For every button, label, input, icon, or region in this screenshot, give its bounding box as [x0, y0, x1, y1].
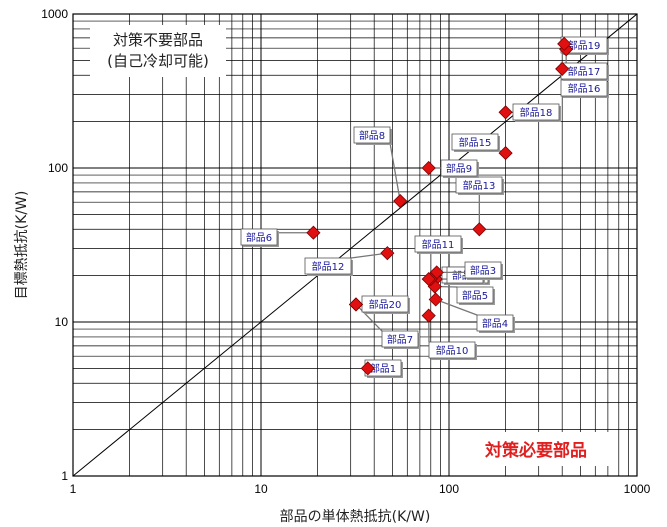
point-label: 部品1 [370, 362, 396, 375]
callout: 部品16 [560, 49, 609, 98]
annotation-no-action-line1: 対策不要部品 [113, 31, 203, 49]
data-point-marker [421, 160, 436, 176]
point-label: 部品19 [568, 39, 601, 52]
point-label: 部品12 [312, 260, 345, 273]
data-point-marker [348, 297, 364, 312]
callout-box [304, 257, 352, 275]
annotation-no-action-box [90, 25, 226, 77]
callout-box [456, 286, 494, 304]
data-point-marker [428, 292, 443, 307]
annotation-no-action-line2: (自己冷却可能) [107, 52, 209, 70]
callout: 部品5 [434, 285, 495, 305]
x-axis-title: 部品の単体熱抵抗(K/W) [280, 509, 431, 525]
callout: 部品15 [451, 133, 506, 154]
callout: 部品7 [355, 303, 420, 349]
callout-box [353, 126, 391, 144]
annotation-action-needed: 対策必要部品 [462, 432, 612, 466]
grid [73, 14, 637, 476]
point-label: 部品18 [520, 106, 553, 119]
callout-leader [435, 298, 478, 316]
callout: 部品8 [353, 126, 401, 202]
annotation-action-box [462, 432, 612, 466]
callout-box [464, 261, 502, 279]
data-point-marker [393, 193, 408, 209]
point-label: 部品9 [446, 162, 472, 175]
data-point-marker [555, 61, 570, 76]
point-label: 部品8 [359, 129, 385, 142]
y-axis-ticks: 1 10 100 1000 [41, 7, 68, 483]
callout-box [414, 235, 462, 253]
x-axis-ticks: 1 10 100 1000 [70, 482, 651, 496]
point-label: 部品4 [482, 317, 508, 330]
point-label: 部品17 [568, 65, 601, 78]
point-label: 部品16 [568, 82, 601, 95]
callout-leader [355, 303, 383, 332]
data-point-marker [360, 361, 375, 376]
annotation-no-action-needed: 対策不要部品 (自己冷却可能) [90, 25, 226, 77]
y-tick-label: 10 [55, 315, 69, 329]
markers [306, 36, 574, 376]
point-label: 部品13 [463, 179, 496, 192]
x-tick-label: 10 [254, 482, 268, 496]
reference-line-y-equals-x [72, 13, 638, 477]
point-label: 部品20 [369, 298, 402, 311]
callout: 部品12 [304, 252, 388, 276]
data-point-marker [472, 222, 487, 237]
callout: 部品13 [455, 176, 504, 230]
x-tick-label: 1 [70, 482, 77, 496]
callout: 部品3 [436, 261, 503, 280]
callout: 部品11 [414, 235, 463, 280]
callouts: 部品14部品2部品3部品5部品4部品11部品10部品1部品7部品20部品12部品… [240, 36, 609, 378]
x-tick-label: 1000 [624, 482, 651, 496]
callout-box [451, 133, 499, 151]
callout-box [440, 159, 478, 177]
data-point-marker [421, 272, 436, 287]
point-label: 部品10 [436, 344, 469, 357]
x-tick-label: 100 [439, 482, 459, 496]
y-tick-label: 1 [61, 469, 68, 483]
data-point-marker [421, 308, 436, 323]
callout-leader [389, 142, 401, 202]
callout: 部品20 [355, 295, 410, 314]
point-label: 部品15 [459, 136, 492, 149]
callout: 部品17 [560, 62, 609, 81]
data-point-marker [498, 105, 513, 120]
callout: 部品6 [240, 228, 314, 247]
y-axis-title: 目標熱抵抗(K/W) [14, 191, 30, 300]
data-point-marker [380, 246, 395, 261]
point-label: 部品6 [246, 231, 272, 244]
callout-box [428, 341, 476, 359]
y-tick-label: 100 [48, 161, 68, 175]
point-label: 部品7 [387, 333, 413, 346]
data-point-marker [306, 225, 321, 240]
callout: 部品4 [435, 298, 515, 333]
point-label: 部品3 [470, 264, 496, 277]
y-tick-label: 1000 [41, 7, 68, 21]
callout: 部品10 [428, 315, 477, 360]
annotation-action-text: 対策必要部品 [484, 440, 587, 461]
callout: 部品18 [505, 103, 561, 122]
callout-box [512, 103, 560, 121]
callout-box [381, 330, 419, 348]
data-point-marker [498, 146, 513, 161]
callout-box [240, 228, 278, 246]
callout: 部品1 [364, 359, 403, 378]
plot-area-border [72, 13, 638, 477]
callout: 部品9 [428, 159, 479, 178]
data-point-marker [557, 36, 572, 51]
callout-box [476, 314, 514, 332]
point-label: 部品5 [462, 289, 488, 302]
point-label: 部品11 [422, 238, 455, 251]
